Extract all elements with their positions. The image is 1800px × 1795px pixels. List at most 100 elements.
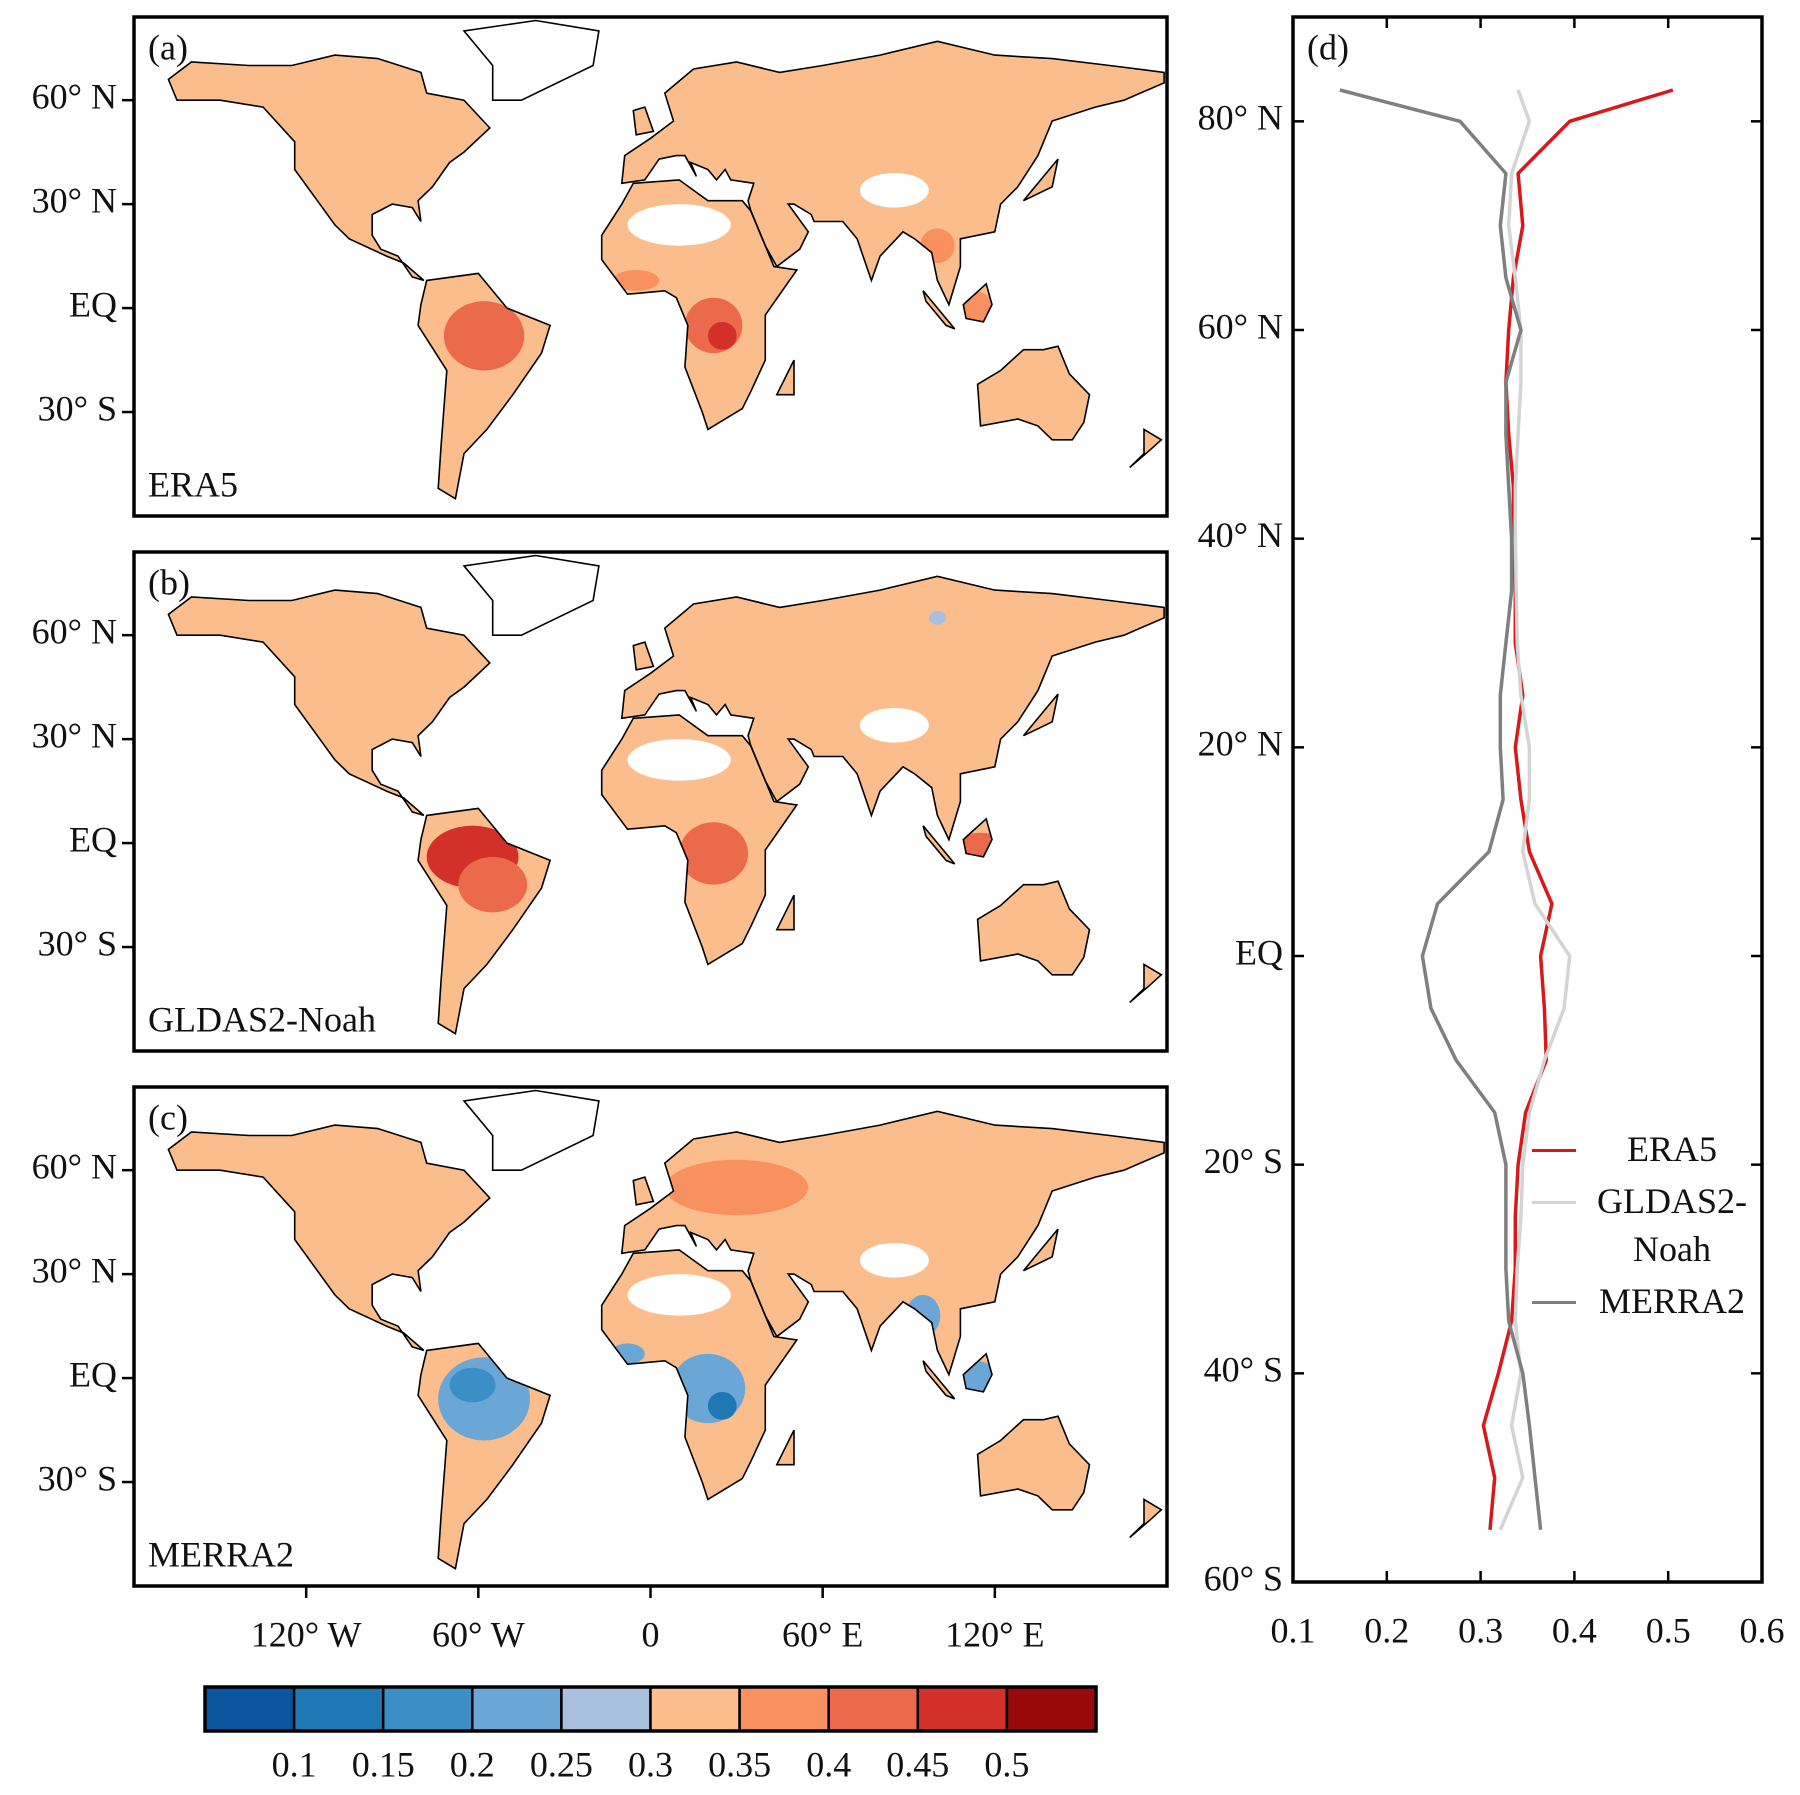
colorbar-tick-label: 0.25 <box>530 1744 593 1784</box>
dataset-label: MERRA2 <box>148 1534 294 1574</box>
coastline <box>962 282 993 323</box>
y-tick-label: 20° S <box>1204 1141 1283 1181</box>
no-data-region <box>627 739 731 781</box>
coastline <box>417 272 552 500</box>
coastline <box>600 179 799 431</box>
colorbar-tick-label: 0.5 <box>984 1744 1029 1784</box>
dataset-label: GLDAS2-Noah <box>148 999 376 1039</box>
y-tick-label: 40° N <box>1198 515 1283 555</box>
colorbar-segment <box>381 1685 474 1733</box>
anomaly-region <box>920 228 955 264</box>
coastline <box>1022 158 1059 202</box>
map-frame <box>132 15 1169 518</box>
land <box>168 590 490 816</box>
coastline <box>1129 962 1163 1004</box>
legend-label: GLDAS2-Noah <box>1597 1181 1747 1269</box>
y-tick-label: EQ <box>69 284 117 324</box>
legend-entry: ERA5 <box>1532 1125 1756 1173</box>
y-tick-label: 30° S <box>38 388 117 428</box>
y-tick-label: 60° N <box>32 1146 117 1186</box>
series-line <box>1481 88 1674 1530</box>
y-tick-label: 80° N <box>1198 98 1283 138</box>
coastline <box>167 589 491 817</box>
land <box>633 107 654 135</box>
land <box>168 55 490 281</box>
coastline <box>600 1249 799 1501</box>
coastline <box>976 1415 1091 1511</box>
coastline <box>632 641 655 671</box>
coastline <box>632 106 655 136</box>
x-tick-label: 120° E <box>945 1614 1044 1654</box>
anomaly-region <box>679 822 749 885</box>
coastline <box>167 54 491 282</box>
plot-frame <box>1291 15 1764 1584</box>
colorbar-segment <box>738 1685 830 1733</box>
land <box>168 1125 490 1351</box>
coastline <box>1022 693 1059 737</box>
x-tick-label: 0 <box>642 1614 660 1654</box>
anomaly-region <box>664 1159 809 1216</box>
x-tick-label: 0.3 <box>1458 1610 1503 1650</box>
greenland <box>462 1089 600 1171</box>
anomaly-region <box>610 1343 645 1365</box>
land <box>1129 429 1162 468</box>
coastline <box>1129 427 1163 469</box>
y-tick-label: 30° N <box>32 180 117 220</box>
land <box>633 1177 654 1205</box>
no-data-region <box>859 1242 929 1278</box>
land <box>1129 1499 1162 1538</box>
series-line <box>1339 88 1543 1530</box>
panel-label: (b) <box>148 562 190 602</box>
coastline <box>962 1352 993 1393</box>
coastline <box>922 290 956 330</box>
coastline <box>632 1176 655 1206</box>
colorbar-frame <box>203 1685 1098 1733</box>
x-tick-label: 0.1 <box>1271 1610 1316 1650</box>
y-tick-label: 30° N <box>32 1250 117 1290</box>
legend-entry: GLDAS2-Noah <box>1532 1177 1756 1273</box>
series-line <box>1498 89 1572 1531</box>
coastline <box>976 880 1091 976</box>
y-tick-label: EQ <box>69 1354 117 1394</box>
legend-swatch <box>1532 1201 1576 1204</box>
y-tick-label: 40° S <box>1204 1350 1283 1390</box>
colorbar-segment <box>471 1685 563 1733</box>
map-body <box>168 576 1165 1034</box>
x-tick-label: 0.6 <box>1740 1610 1785 1650</box>
colorbar-tick-label: 0.3 <box>628 1744 673 1784</box>
coastline <box>922 1360 956 1400</box>
colorbar-segment <box>649 1685 741 1733</box>
no-data-region <box>859 172 929 208</box>
colorbar-segment <box>292 1685 385 1733</box>
colorbar-segment <box>916 1685 1009 1733</box>
coastline <box>620 40 1165 307</box>
coastline <box>417 1342 552 1570</box>
coastline <box>775 359 795 396</box>
y-tick-label: 30° S <box>38 923 117 963</box>
y-tick-label: 30° S <box>38 1458 117 1498</box>
coastline <box>620 575 1165 842</box>
legend-swatch <box>1532 1149 1576 1152</box>
coastline <box>417 807 552 1035</box>
colorbar-segment <box>560 1685 652 1733</box>
colorbar-segment <box>203 1685 296 1733</box>
dataset-label: ERA5 <box>148 464 238 504</box>
coastline <box>775 1429 795 1466</box>
colorbar-tick-label: 0.2 <box>450 1744 495 1784</box>
x-tick-label: 120° W <box>251 1614 362 1654</box>
x-tick-label: 60° E <box>782 1614 863 1654</box>
land <box>1129 964 1162 1003</box>
x-tick-label: 60° W <box>432 1614 525 1654</box>
coastline <box>620 1110 1165 1377</box>
map-body <box>168 1111 1165 1569</box>
colorbar-segment <box>827 1685 920 1733</box>
y-tick-label: 20° N <box>1198 724 1283 764</box>
land <box>621 41 1165 305</box>
colorbar-segment <box>1005 1685 1098 1733</box>
map-body <box>168 41 1165 499</box>
anomaly-region <box>613 269 660 291</box>
anomaly-region <box>458 856 528 913</box>
land <box>977 1416 1090 1510</box>
